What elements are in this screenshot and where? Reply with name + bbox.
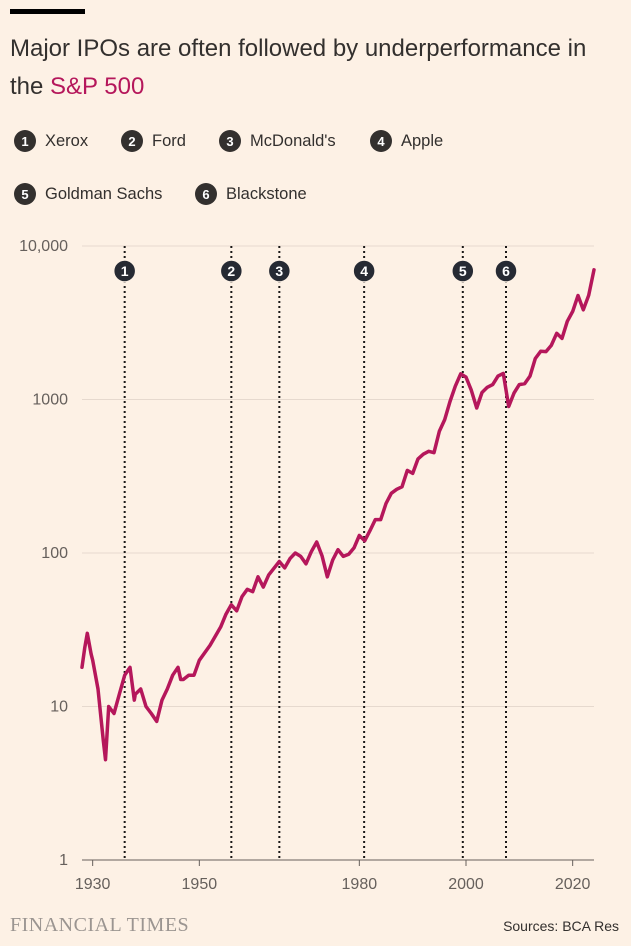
title-text: Major IPOs are often followed by underpe… — [10, 35, 587, 100]
x-tick-label: 1980 — [342, 876, 378, 893]
legend-marker: 2 — [121, 130, 143, 152]
sp500-series-line — [80, 268, 596, 762]
legend-item-ford: 2 Ford — [121, 130, 186, 152]
chart-title: Major IPOs are often followed by underpe… — [10, 30, 620, 106]
legend-label: Goldman Sachs — [45, 184, 163, 203]
y-tick-label: 100 — [41, 545, 68, 562]
legend-item-apple: 4 Apple — [370, 130, 443, 152]
title-accent: S&P 500 — [50, 73, 145, 100]
legend-item-goldman-sachs: 5 Goldman Sachs — [14, 183, 162, 205]
event-marker-circle — [352, 259, 376, 283]
legend-label: McDonald's — [250, 131, 336, 150]
legend-item-xerox: 1 Xerox — [14, 130, 88, 152]
legend-label: Apple — [401, 131, 444, 150]
event-marker-label: 3 — [275, 263, 283, 279]
event-marker-label: 6 — [502, 263, 510, 279]
x-axis-ticks: 1930 1950 1980 2000 2020 — [75, 860, 591, 893]
y-tick-label: 10 — [50, 699, 68, 716]
event-marker-circle — [451, 259, 475, 283]
legend-marker: 1 — [14, 130, 36, 152]
legend-marker: 5 — [14, 183, 36, 205]
x-tick-label: 2000 — [448, 876, 484, 893]
legend-item-blackstone: 6 Blackstone — [195, 183, 307, 205]
legend-label: Xerox — [45, 131, 89, 150]
legend-marker: 6 — [195, 183, 217, 205]
grid-lines — [82, 245, 594, 861]
event-marker-circle — [112, 259, 137, 283]
legend-item-mcdonalds: 3 McDonald's — [219, 130, 336, 152]
event-markers: 1 2 3 4 5 6 — [112, 246, 518, 860]
event-marker-circle — [494, 259, 518, 283]
y-tick-label: 1 — [59, 852, 68, 869]
x-tick-label: 1950 — [182, 876, 218, 893]
ft-logo: FINANCIAL TIMES — [10, 914, 190, 936]
y-tick-label: 1000 — [32, 392, 68, 409]
x-tick-label: 2020 — [555, 876, 591, 893]
event-marker-circle — [267, 259, 292, 283]
y-tick-label: 10,000 — [19, 238, 68, 255]
legend-label: Ford — [152, 131, 186, 150]
x-tick-label: 1930 — [75, 876, 111, 893]
event-marker-label: 2 — [227, 263, 235, 279]
event-marker-label: 4 — [360, 263, 368, 279]
event-marker-label: 5 — [459, 263, 467, 279]
legend-marker: 3 — [219, 130, 241, 152]
legend-label: Blackstone — [226, 184, 307, 203]
event-marker-circle — [219, 259, 244, 283]
source-note: Sources: BCA Res — [503, 918, 619, 934]
series-lines — [80, 268, 596, 762]
legend-marker: 4 — [370, 130, 392, 152]
event-marker-label: 1 — [121, 263, 129, 279]
brand-bar — [10, 9, 85, 14]
y-axis-ticks: 1 10 100 1000 10,000 — [19, 238, 68, 869]
